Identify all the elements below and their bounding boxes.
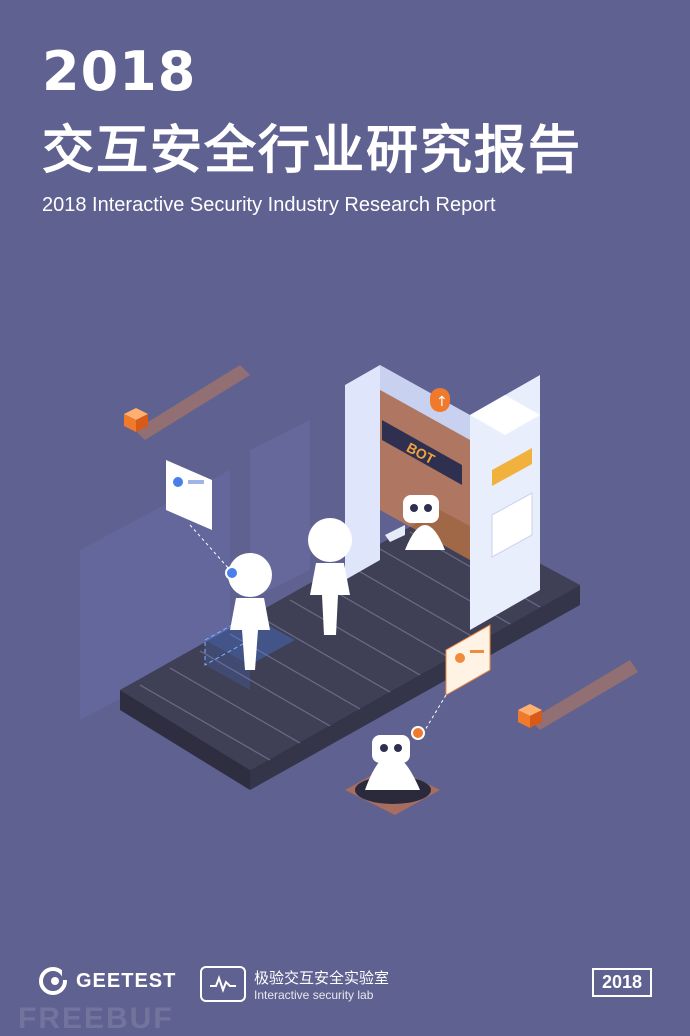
alarm-light-icon: ↑ bbox=[424, 388, 456, 418]
meteor-cube-right-icon bbox=[518, 660, 638, 730]
person-icon bbox=[308, 518, 352, 635]
watermark: FREEBUF bbox=[18, 1002, 174, 1035]
year-badge: 2018 bbox=[592, 968, 653, 997]
person-scanned-icon bbox=[204, 553, 295, 690]
svg-text:↑: ↑ bbox=[436, 394, 448, 410]
report-year: 2018 bbox=[42, 40, 197, 103]
geetest-logo: GEETEST bbox=[38, 966, 176, 996]
footer: GEETEST 极验交互安全实验室 Interactive security l… bbox=[0, 960, 690, 1020]
report-title-chinese: 交互安全行业研究报告 bbox=[42, 121, 583, 181]
robot-trapped-icon bbox=[345, 726, 440, 815]
id-card-icon bbox=[166, 460, 231, 571]
security-lab-logo: 极验交互安全实验室 Interactive security lab bbox=[200, 966, 389, 1002]
robot-in-gate-icon bbox=[385, 495, 445, 550]
bot-alert-card-icon bbox=[424, 624, 491, 731]
lab-icon bbox=[200, 966, 246, 1002]
brand-name: GEETEST bbox=[76, 969, 177, 992]
conveyor-belt bbox=[120, 510, 580, 790]
lab-name-chinese: 极验交互安全实验室 bbox=[254, 968, 390, 987]
lab-name-english: Interactive security lab bbox=[254, 987, 374, 1002]
security-illustration: BOT ↑ bbox=[80, 365, 638, 815]
geetest-logo-icon bbox=[39, 967, 68, 995]
bot-gate: BOT ↑ bbox=[345, 365, 540, 630]
report-title-english: 2018 Interactive Security Industry Resea… bbox=[42, 194, 496, 216]
meteor-cube-left-icon bbox=[124, 365, 250, 440]
